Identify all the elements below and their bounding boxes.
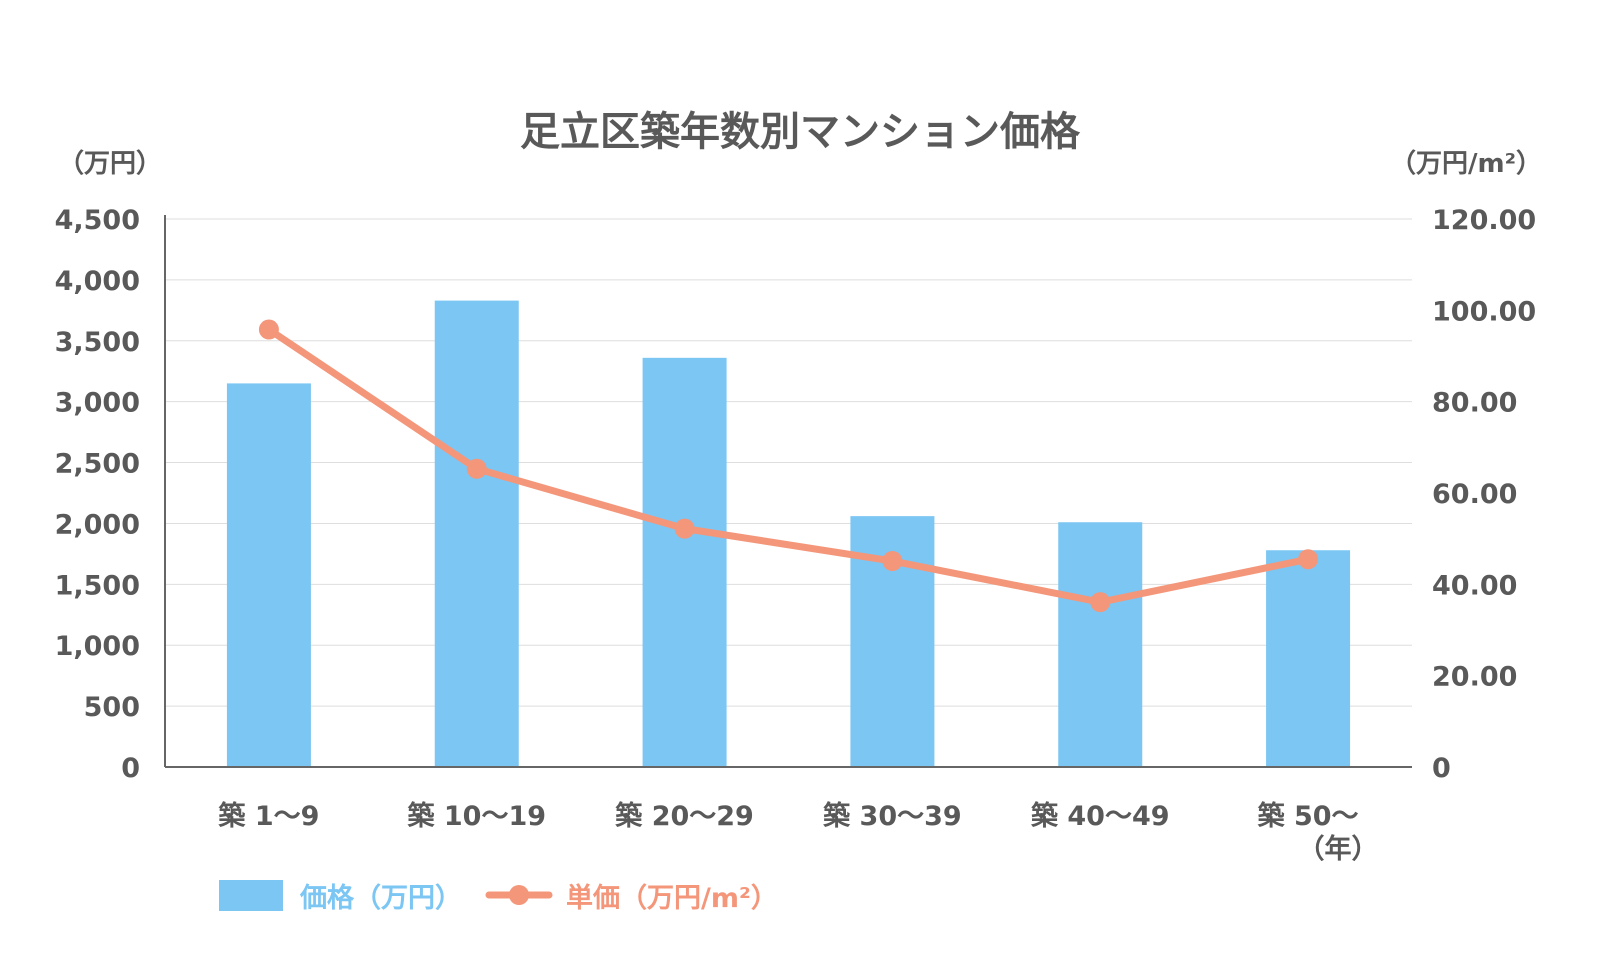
left-tick-label-1000: 1,000 [55, 631, 140, 662]
left-tick-label-0: 0 [121, 753, 140, 784]
bar-2 [642, 357, 727, 767]
bar-0 [226, 383, 311, 767]
line-series [258, 319, 1319, 613]
right-tick-label-20: 20.00 [1432, 662, 1517, 693]
bar-4 [1058, 522, 1143, 767]
grid-lines [165, 218, 1412, 707]
left-tick-label-500: 500 [84, 692, 140, 723]
unit-price-point-3 [882, 551, 903, 572]
legend-bar-label: 価格（万円） [299, 883, 462, 914]
unit-price-point-1 [466, 458, 487, 479]
left-tick-label-1500: 1,500 [55, 570, 140, 601]
tick-labels: 0 500 1,000 1,500 2,000 2,500 3,000 3,500 4,000 4… [55, 205, 1537, 832]
bar-5 [1266, 550, 1351, 767]
category-label-1: 築 10〜19 [406, 800, 546, 832]
right-tick-label-100: 100.00 [1432, 296, 1536, 327]
unit-price-point-4 [1090, 592, 1111, 613]
left-axis-unit-label: （万円） [58, 149, 162, 179]
right-tick-label-120: 120.00 [1432, 205, 1536, 236]
legend-line-marker [509, 885, 529, 905]
left-tick-label-4000: 4,000 [55, 266, 140, 297]
x-axis-unit-label: （年） [1298, 833, 1379, 865]
category-label-3: 築 30〜39 [822, 800, 962, 832]
right-tick-label-60: 60.00 [1432, 479, 1517, 510]
bar-series [226, 300, 1351, 767]
left-tick-label-3000: 3,000 [55, 388, 140, 419]
unit-price-line [265, 326, 1312, 606]
legend-line-label: 単価（万円/m²） [566, 882, 778, 914]
category-label-5: 築 50〜 [1257, 800, 1359, 832]
legend: 価格（万円） 単価（万円/m²） [219, 880, 778, 914]
category-label-2: 築 20〜29 [614, 800, 754, 832]
left-tick-label-4500: 4,500 [55, 205, 140, 236]
axes [164, 215, 1412, 768]
legend-bar-swatch [219, 880, 283, 911]
left-tick-label-3500: 3,500 [55, 327, 140, 358]
category-label-0: 築 1〜9 [217, 800, 319, 832]
left-tick-label-2500: 2,500 [55, 449, 140, 480]
category-label-4: 築 40〜49 [1030, 800, 1170, 832]
right-axis-unit-label: （万円/m²） [1390, 149, 1542, 179]
chart-title: 足立区築年数別マンション価格 [520, 109, 1081, 155]
bar-1 [434, 300, 519, 767]
right-tick-label-40: 40.00 [1432, 570, 1517, 601]
unit-price-point-0 [258, 319, 279, 340]
unit-price-point-5 [1298, 549, 1319, 570]
left-tick-label-2000: 2,000 [55, 509, 140, 540]
right-tick-label-0: 0 [1432, 753, 1451, 784]
unit-price-point-2 [674, 518, 695, 539]
right-tick-label-80: 80.00 [1432, 388, 1517, 419]
